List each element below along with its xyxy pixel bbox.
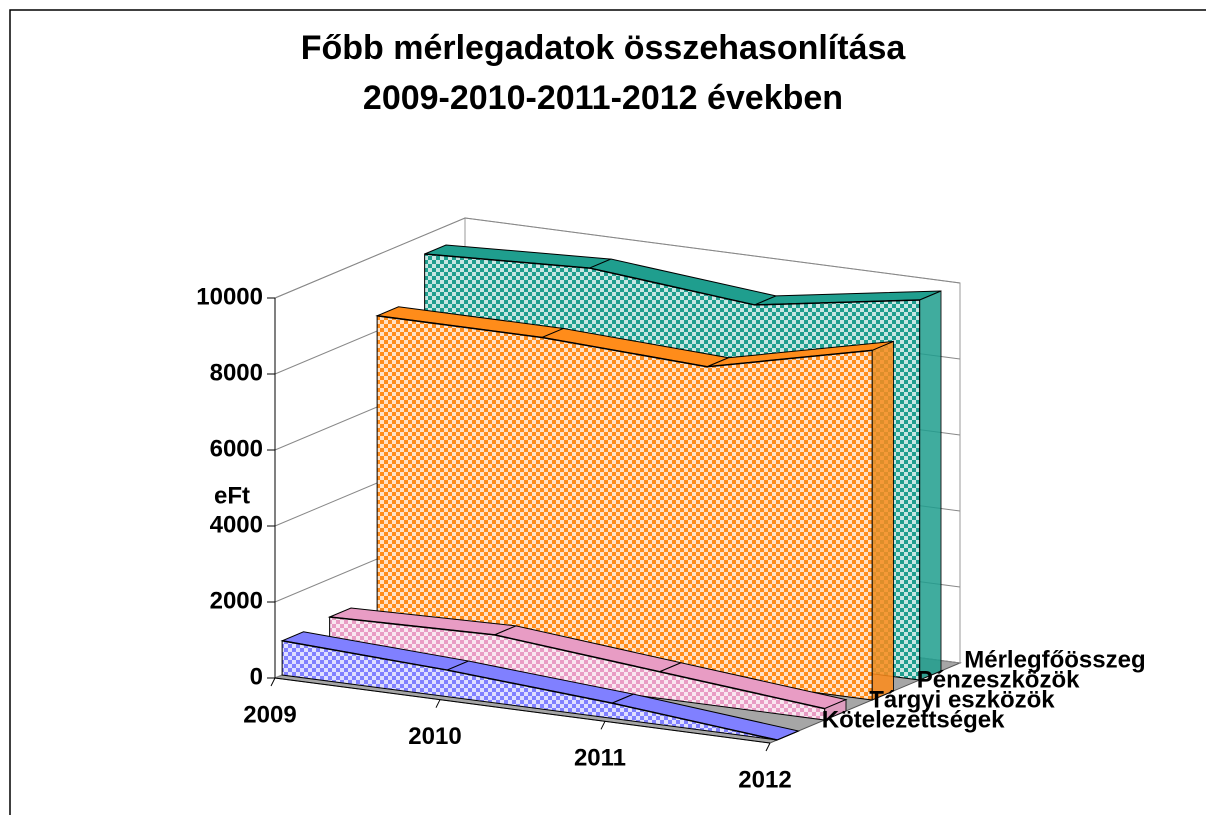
series-label: Mérlegfőösszeg xyxy=(964,646,1145,673)
ribbon-end xyxy=(919,290,942,681)
ribbon-end xyxy=(776,730,799,741)
series-label: Tárgyi eszközök xyxy=(869,686,1055,713)
x-tick xyxy=(270,677,276,687)
x-tick-label: 2012 xyxy=(738,766,791,793)
frame xyxy=(9,9,1206,815)
y-tick-label: 4000 xyxy=(210,511,263,538)
grid-line xyxy=(274,217,961,299)
ribbon-line xyxy=(377,315,873,368)
chart-title: 2009-2010-2011-2012 években xyxy=(363,79,843,117)
x-tick xyxy=(600,721,606,730)
x-tick-label: 2009 xyxy=(243,701,296,728)
y-tick-label: 8000 xyxy=(210,359,263,386)
ribbon-line xyxy=(424,253,920,306)
ribbon-end xyxy=(871,340,894,701)
y-tick-label: 0 xyxy=(250,663,263,690)
y-tick-label: 6000 xyxy=(210,435,263,462)
x-tick-label: 2010 xyxy=(408,723,461,750)
y-tick-label: 10000 xyxy=(196,283,263,310)
ribbon-line xyxy=(281,640,778,741)
x-axis xyxy=(274,677,771,744)
series-label: Kötelezettségek xyxy=(822,706,1005,733)
series-label: Pénzeszközök xyxy=(917,666,1080,693)
ribbon-line xyxy=(329,616,825,710)
x-tick xyxy=(435,699,441,708)
y-axis-label: eFt xyxy=(214,482,250,509)
y-tick-label: 2000 xyxy=(210,587,263,614)
x-tick-label: 2011 xyxy=(574,745,626,772)
chart-title: Főbb mérlegadatok összehasonlítása xyxy=(301,29,907,67)
x-tick xyxy=(765,742,771,752)
